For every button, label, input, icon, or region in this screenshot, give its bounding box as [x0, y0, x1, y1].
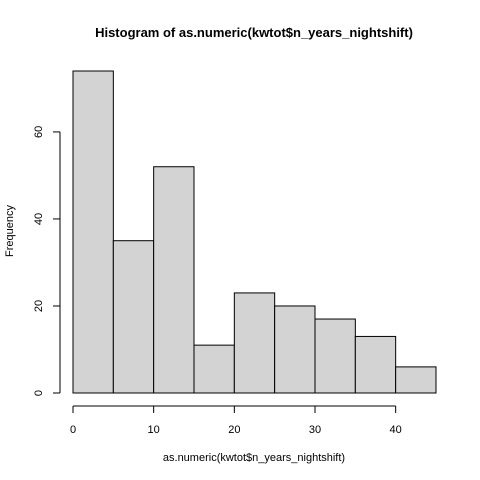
- y-axis: 0 20 40 60: [33, 126, 61, 396]
- histogram-bar-5: [274, 305, 316, 394]
- x-tick-label: 20: [228, 424, 240, 436]
- x-axis: 0 10 20 30 40: [70, 405, 402, 436]
- x-tick-label: 0: [70, 424, 76, 436]
- x-tick-label: 10: [148, 424, 160, 436]
- histogram-bars: [72, 70, 437, 394]
- histogram-bar-0: [72, 70, 114, 394]
- x-tick-label: 30: [309, 424, 321, 436]
- y-tick-label: 60: [33, 126, 45, 138]
- x-axis-label: as.numeric(kwtot$n_years_nightshift): [163, 452, 345, 464]
- histogram-bar-8: [395, 366, 437, 394]
- y-tick-label: 40: [33, 213, 45, 225]
- histogram-bar-6: [314, 318, 356, 394]
- y-tick-label: 0: [33, 390, 45, 396]
- histogram-bar-4: [233, 292, 276, 394]
- y-tick-label: 20: [33, 300, 45, 312]
- chart-title: Histogram of as.numeric(kwtot$n_years_ni…: [95, 25, 413, 40]
- histogram-bar-2: [153, 166, 195, 394]
- y-axis-label: Frequency: [4, 205, 16, 257]
- histogram-bar-1: [112, 240, 155, 394]
- x-tick-label: 40: [390, 424, 402, 436]
- histogram-bar-7: [354, 335, 397, 394]
- histogram-bar-3: [193, 344, 235, 394]
